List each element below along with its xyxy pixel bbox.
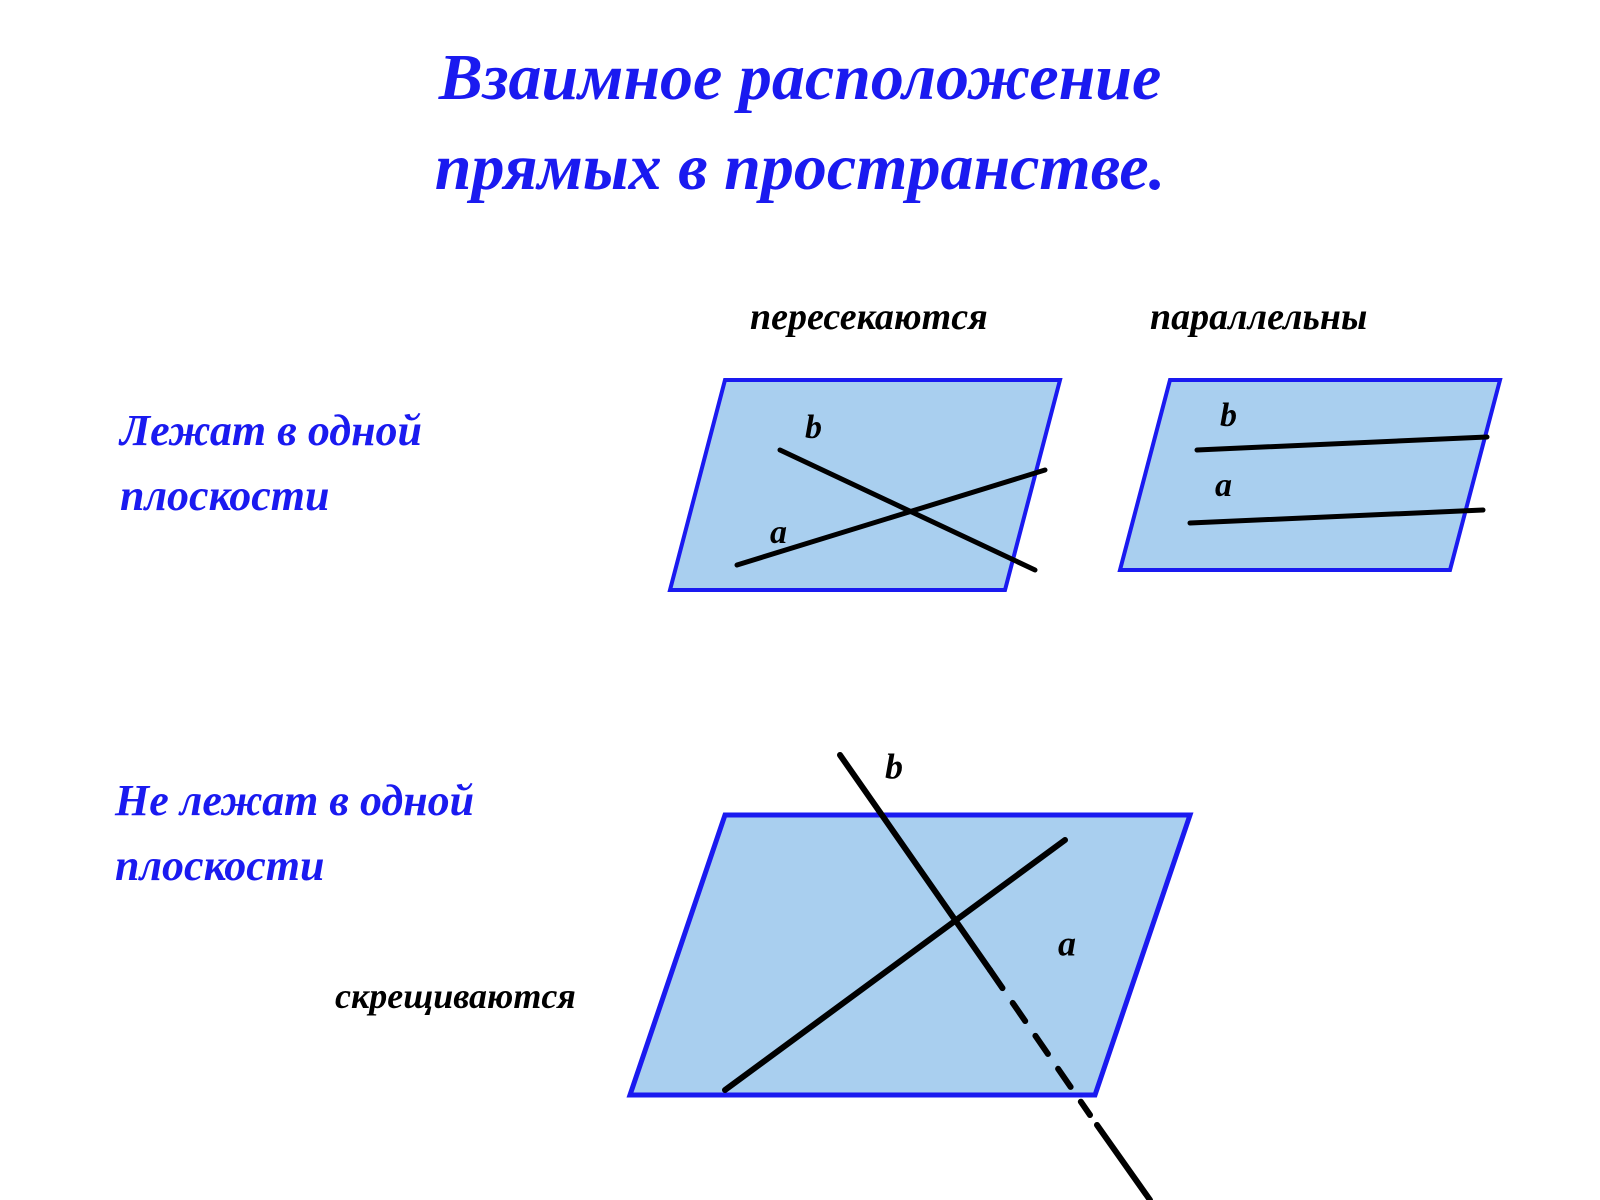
label-a-parallel: a bbox=[1215, 467, 1232, 504]
label-b-skew: b bbox=[885, 747, 903, 787]
title-line-1: Взаимное расположение bbox=[0, 40, 1600, 116]
header-parallel: параллельны bbox=[1150, 295, 1367, 339]
diagram-intersecting: a b bbox=[665, 375, 1065, 600]
plane-parallel bbox=[1120, 380, 1500, 570]
line-b-skew-below bbox=[1097, 1125, 1150, 1200]
row1-text-b: плоскости bbox=[120, 470, 329, 521]
label-a-intersecting: a bbox=[770, 514, 787, 551]
diagram-parallel: a b bbox=[1115, 375, 1505, 580]
skew-text: скрещиваются bbox=[335, 975, 576, 1017]
row1-text-a: Лежат в одной bbox=[120, 405, 422, 456]
row2-text-b: плоскости bbox=[115, 840, 324, 891]
diagram-skew: a b bbox=[610, 745, 1250, 1200]
label-b-intersecting: b bbox=[805, 409, 822, 446]
label-b-parallel: b bbox=[1220, 397, 1237, 434]
skew-svg: a b bbox=[610, 745, 1250, 1200]
parallel-svg: a b bbox=[1115, 375, 1505, 575]
row2-text-a: Не лежат в одной bbox=[115, 775, 474, 826]
slide-canvas: Взаимное расположение прямых в пространс… bbox=[0, 0, 1600, 1200]
intersecting-svg: a b bbox=[665, 375, 1065, 595]
title-line-2: прямых в пространстве. bbox=[0, 130, 1600, 206]
header-intersect: пересекаются bbox=[750, 295, 988, 339]
label-a-skew: a bbox=[1058, 924, 1076, 964]
